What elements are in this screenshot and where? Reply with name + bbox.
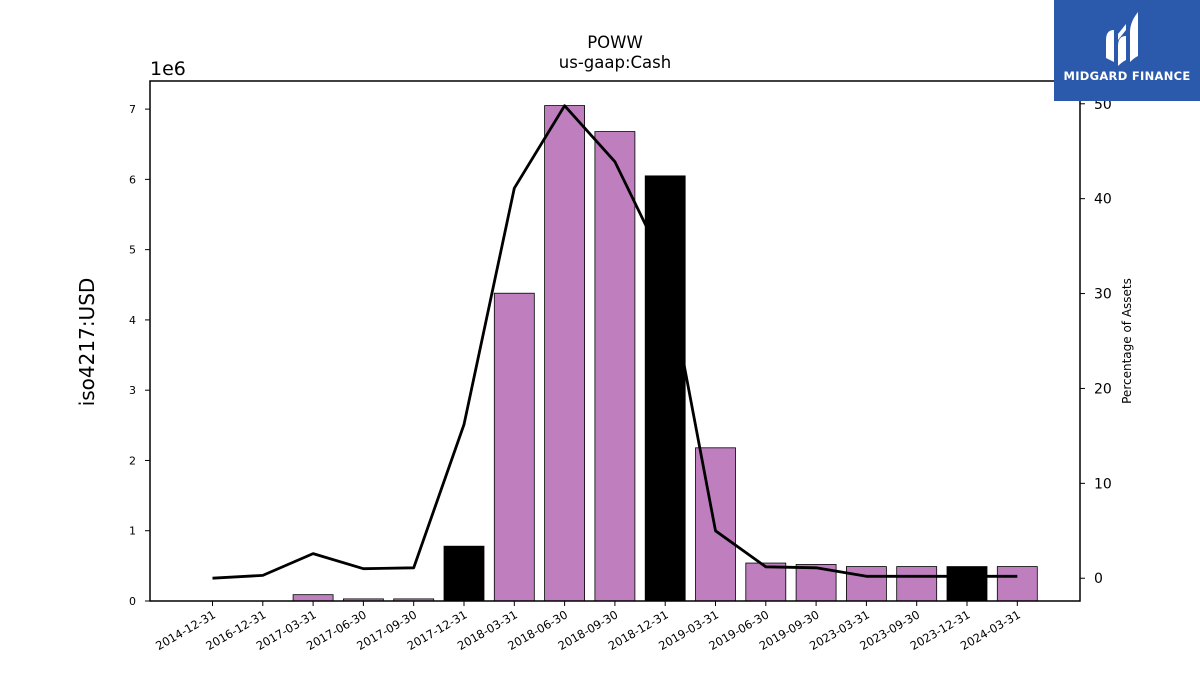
y-tick-label: 3: [129, 384, 136, 397]
y-tick-label: 4: [129, 314, 136, 327]
y2-tick-label: 10: [1094, 476, 1112, 492]
y-multiplier-label: 1e6: [150, 58, 186, 80]
y2-tick-label: 30: [1094, 287, 1112, 303]
y2-tick-label: 0: [1094, 571, 1103, 587]
logo-text: MIDGARD FINANCE: [1063, 69, 1191, 83]
bar-2018-03-31: [493, 292, 535, 602]
y-tick-label: 0: [129, 595, 136, 608]
y2-tick-label: 40: [1094, 192, 1112, 208]
plot-frame: [149, 80, 1081, 602]
chart-subtitle: us-gaap:Cash: [559, 53, 671, 72]
bar-2024-03-31: [996, 566, 1038, 602]
y-axis-label: iso4217:USD: [75, 278, 99, 407]
bar-2023-12-31: [946, 566, 988, 602]
y-tick-label: 7: [129, 103, 136, 116]
bar-2023-09-30: [896, 566, 938, 602]
y2-tick-label: 20: [1094, 381, 1112, 397]
y-tick-label: 5: [129, 244, 136, 257]
y-tick-label: 2: [129, 454, 136, 467]
chart-title: POWW: [587, 33, 643, 52]
bar-2018-06-30: [544, 105, 585, 602]
y-tick-label: 6: [129, 173, 136, 186]
y-tick-label: 1: [129, 525, 136, 538]
bar-2018-12-31: [644, 175, 686, 602]
bar-2018-09-30: [594, 131, 636, 602]
bar-2017-03-31: [292, 594, 334, 602]
bar-2019-06-30: [745, 562, 787, 602]
logo: MIDGARD FINANCE: [1054, 0, 1200, 101]
logo-mark-icon: [1054, 0, 1200, 101]
bar-2023-03-31: [846, 566, 887, 602]
y2-axis-label: Percentage of Assets: [1120, 278, 1134, 404]
bar-2017-12-31: [443, 545, 485, 602]
